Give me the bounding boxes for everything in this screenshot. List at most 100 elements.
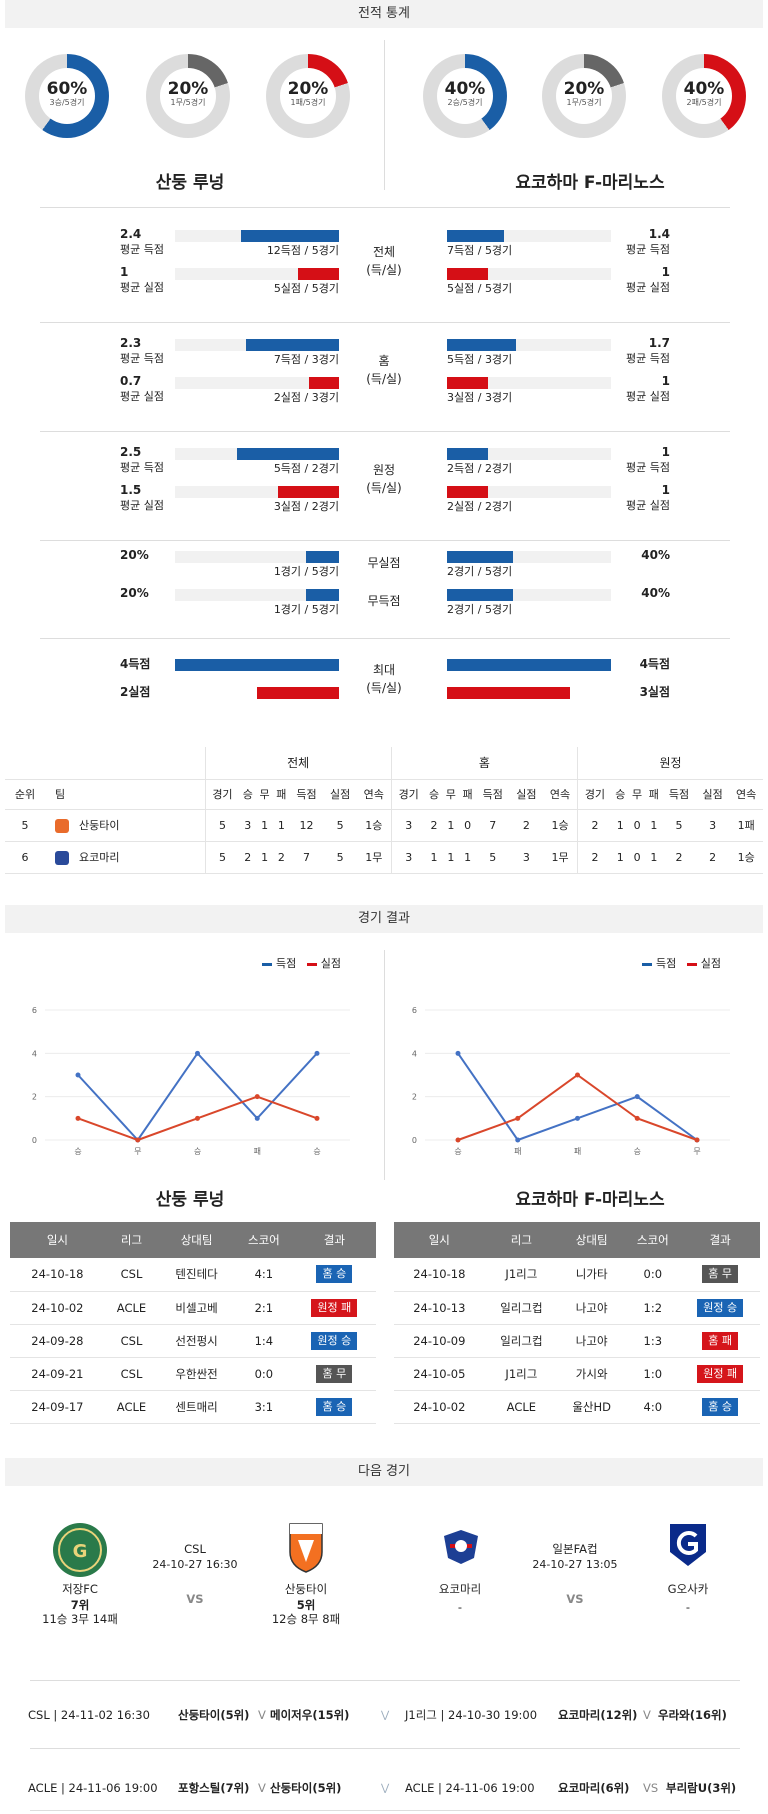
data-point[interactable]: [455, 1137, 461, 1143]
donut-chart: 20% 1무/5경기: [542, 54, 626, 138]
team-cell: 산둥타이: [45, 809, 206, 842]
result-cell: CSL: [104, 1324, 159, 1358]
data-point[interactable]: [135, 1137, 141, 1143]
donut-sub: 2패/5경기: [686, 98, 722, 107]
col-득점: 득점: [289, 779, 324, 810]
data-point[interactable]: [314, 1050, 320, 1056]
home-stat-bar: [278, 486, 339, 498]
x-tick-label: 패: [254, 1146, 261, 1156]
home-stat-caption: 평균 실점: [120, 390, 164, 403]
donut-chart: 40% 2패/5경기: [662, 54, 746, 138]
legend-scored-swatch: [262, 962, 272, 966]
away-stat-value: 1: [661, 483, 670, 497]
home-stat-note: 7득점 / 3경기: [273, 353, 339, 366]
away-stat-bar: [447, 589, 513, 601]
table-row: 24-10-05 J1리그 가시와 1:0 원정 패: [394, 1357, 760, 1391]
data-point[interactable]: [195, 1115, 200, 1121]
legend-conceded-swatch: [686, 962, 697, 966]
y-tick-label: 2: [32, 1093, 37, 1102]
home-max-bar: [175, 659, 339, 671]
data-point[interactable]: [634, 1094, 640, 1100]
home-stat-bar: [306, 551, 339, 563]
data-point[interactable]: [195, 1050, 200, 1056]
data-point[interactable]: [75, 1072, 81, 1078]
data-point[interactable]: [575, 1072, 580, 1078]
data-point[interactable]: [254, 1094, 260, 1100]
result-cell: 일리그컵: [484, 1291, 559, 1325]
away-stat-bar: [447, 268, 488, 280]
y-tick-label: 4: [412, 1049, 417, 1058]
away-stat-value: 40%: [641, 548, 670, 562]
stat-cell: 5: [662, 809, 696, 842]
max-label-sub: (득/실): [366, 681, 402, 695]
upcoming-right-team-1: 요코마리(12위): [558, 1708, 638, 1722]
stat-label: 홈: [378, 354, 390, 368]
x-tick-label: 패: [574, 1146, 581, 1156]
result-badge-cell: 홈 승: [292, 1258, 376, 1292]
home-max-value: 4득점: [120, 657, 151, 671]
away-stat-bar: [447, 448, 488, 460]
bar-track: [175, 589, 339, 601]
data-point[interactable]: [314, 1115, 320, 1121]
data-point[interactable]: [694, 1137, 700, 1143]
away-stat-value: 1: [661, 265, 670, 279]
data-point[interactable]: [515, 1137, 521, 1143]
stat-cell: 2: [662, 841, 696, 874]
result-cell: 2:1: [235, 1291, 293, 1325]
legend-home: 득점 실점: [262, 955, 341, 971]
result-cell: 울산HD: [558, 1390, 626, 1424]
donut-chart: 40% 2승/5경기: [423, 54, 507, 138]
data-point[interactable]: [575, 1115, 580, 1121]
donut-sub: 1무/5경기: [170, 98, 206, 107]
result-badge-cell: 홈 승: [680, 1390, 760, 1424]
away-stat-note: 7득점 / 5경기: [447, 244, 513, 257]
result-cell: 우한싼전: [158, 1357, 236, 1391]
home-stat-caption: 평균 실점: [120, 281, 164, 294]
result-cell: 24-10-18: [10, 1258, 105, 1292]
col-team: 팀: [45, 779, 206, 810]
data-point[interactable]: [634, 1115, 640, 1121]
next-left-team1-name: 저장FC: [62, 1582, 98, 1596]
home-stat-bar: [309, 377, 339, 389]
stat-cell: 2: [577, 809, 612, 842]
stat-cell: 0: [459, 809, 476, 842]
stat-cell: 2: [577, 841, 612, 874]
home-stat-bar: [306, 589, 339, 601]
next-right-league: 일본FA컵: [552, 1542, 598, 1556]
yokohama-logo: [444, 1530, 478, 1564]
away-stat-caption: 평균 득점: [626, 352, 670, 365]
home-results-chart: 0 2 4 6 승 무 승 패 승: [32, 1006, 350, 1156]
data-point[interactable]: [515, 1115, 521, 1121]
data-point[interactable]: [254, 1115, 260, 1121]
result-cell: ACLE: [484, 1390, 559, 1424]
away-stat-note: 2실점 / 2경기: [447, 500, 513, 513]
home-stat-note: 12득점 / 5경기: [266, 244, 339, 257]
donut-chart: 20% 1패/5경기: [266, 54, 350, 138]
stat-cell: 1: [442, 809, 460, 842]
home-stat-value: 2.4: [120, 227, 142, 241]
away-stat-bar: [447, 230, 504, 242]
away-stat-note: 2경기 / 5경기: [447, 565, 513, 578]
next-right-datetime: 24-10-27 13:05: [532, 1558, 618, 1571]
table-row: 5 산둥타이 5 3 1 1 12 5 1승 3 2 1 0 7 2 1승 2 1 0 1 5 3 1패: [5, 809, 763, 842]
away-stat-value: 40%: [641, 586, 670, 600]
data-point[interactable]: [455, 1050, 461, 1056]
next-right-team1-rank: -: [457, 1600, 463, 1614]
x-tick-label: 승: [313, 1147, 320, 1156]
data-point[interactable]: [75, 1115, 81, 1121]
divider: [40, 207, 730, 208]
donut-sub: 1패/5경기: [290, 98, 326, 107]
donut-percent: 20%: [287, 79, 329, 99]
col-득점: 득점: [662, 779, 696, 810]
result-cell: 24-10-18: [394, 1258, 485, 1292]
result-cell: J1리그: [484, 1357, 559, 1391]
result-badge-cell: 원정 승: [292, 1324, 376, 1358]
next-right-team2-name: G오사카: [667, 1582, 709, 1596]
result-cell: CSL: [104, 1357, 159, 1391]
shutout-label: 무실점: [367, 556, 401, 570]
legend-away: 득점 실점: [642, 955, 721, 971]
away-max-value: 4득점: [639, 657, 670, 671]
group-away: 원정: [577, 747, 763, 780]
result-cell: 나고야: [558, 1291, 626, 1325]
result-badge: 원정 승: [311, 1331, 358, 1350]
